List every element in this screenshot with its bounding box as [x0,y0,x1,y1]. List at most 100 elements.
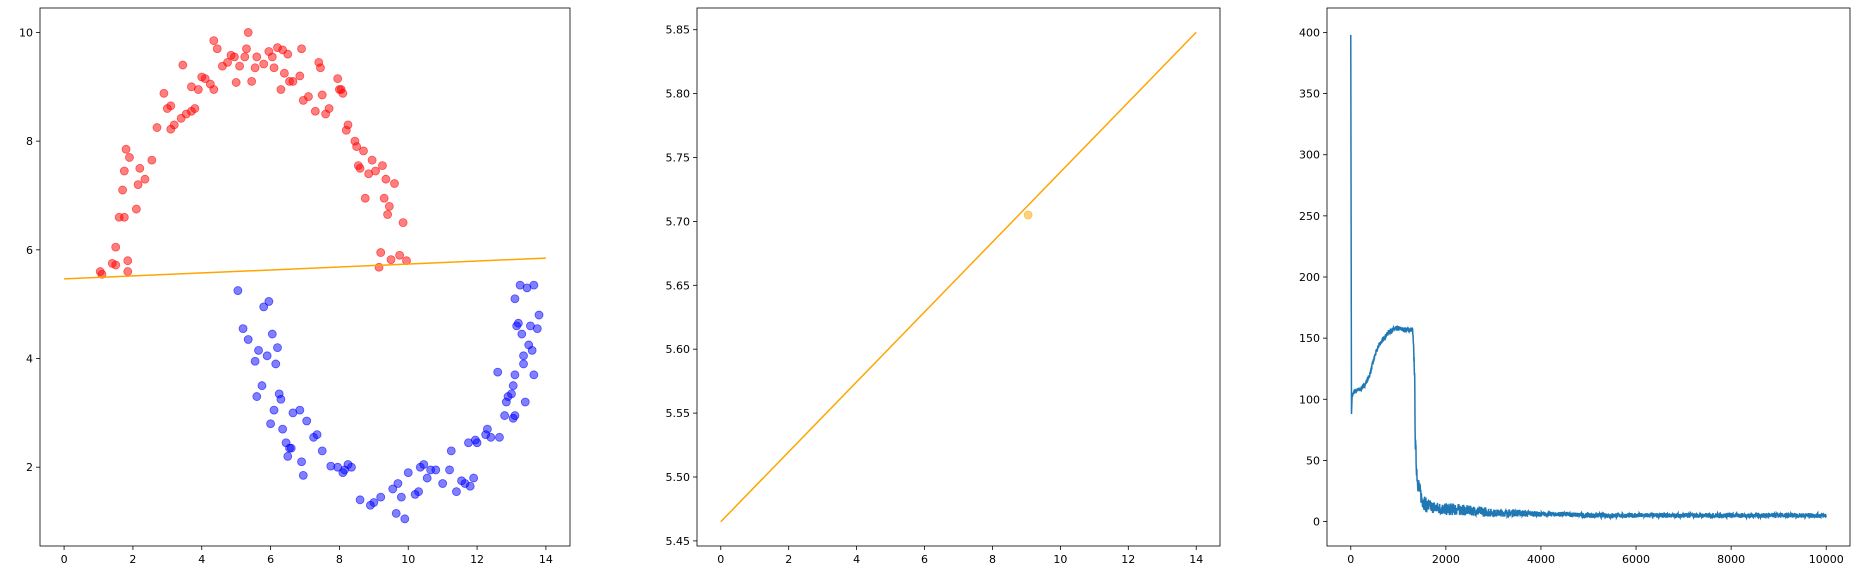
data-point [495,432,504,442]
data-point [446,446,456,456]
data-point [469,473,479,483]
x-tick-label: 2000 [1432,553,1460,566]
data-point [269,405,279,415]
data-point [123,267,133,276]
data-point [121,144,131,154]
data-point [252,52,262,62]
data-point [513,318,523,328]
data-point [223,57,232,67]
data-point [400,514,410,524]
data-point [483,424,492,434]
data-point [395,250,405,260]
data-point [510,370,520,380]
y-tick-label: 100 [1299,393,1320,406]
chart-line-orange: 0 2 4 6 8 10 12 14 5.45 5.50 5.55 5.60 5.65 5.70 5.75 5… [666,7,1221,566]
data-point [367,155,377,165]
data-point [360,193,370,203]
data-point [159,88,169,98]
y-tick-label: 300 [1299,149,1320,162]
data-point [532,324,542,334]
x-tick-label: 4000 [1527,553,1555,566]
data-point [243,335,253,344]
data-point [317,446,327,456]
data-point [383,210,392,219]
data-point [519,351,528,361]
data-point [276,394,286,404]
data-point [119,212,129,222]
data-point [135,163,145,173]
x-tick-label: 4 [198,553,205,566]
data-point [317,90,327,100]
data-point [242,44,251,54]
data-point [233,286,243,295]
data-point [131,204,141,214]
data-point [257,381,267,391]
data-point [264,297,274,306]
y-tick-label: 350 [1299,88,1320,101]
data-point [347,462,356,472]
data-point [297,44,306,54]
data-point [147,155,157,165]
data-point [262,351,272,361]
data-point [111,260,121,270]
data-point [269,63,279,73]
data-point [166,101,176,111]
y-tick-label: 5.75 [666,152,691,165]
x-tick-label: 8000 [1717,553,1745,566]
data-point [190,104,200,113]
data-point [374,262,384,272]
x-tick-label: 8 [989,553,996,566]
data-point [310,106,320,116]
data-point [324,104,334,113]
chart-loss-curve: 0 2000 4000 6000 8000 10000 0 50 100 150 200 250 300… [1299,7,1851,566]
data-point [369,498,379,507]
y-tick-label: 5.45 [666,535,691,548]
y-tick-label: 5.50 [666,471,691,484]
data-point [273,343,282,353]
data-point [529,280,539,290]
data-point [212,44,222,54]
data-point [231,78,241,87]
data-point [414,487,423,497]
data-point [259,302,269,312]
chart-scatter-moons: 0 2 4 6 8 10 12 14 2 4 6 8 10 [19,7,571,566]
data-point [276,85,286,94]
y-tick-label: 2 [26,461,33,474]
data-point [517,329,527,339]
data-point [312,430,322,439]
x-tick-label: 6 [267,553,274,566]
data-point [247,76,257,86]
x-tick-label: 10 [1053,553,1067,566]
data-point [422,473,432,483]
y-tick-label: 6 [26,244,33,257]
data-point [355,495,365,505]
data-point [111,242,121,252]
data-point [371,166,380,176]
plot-area [64,28,546,524]
data-point [519,359,528,369]
data-point [338,88,348,98]
x-tick-label: 10000 [1809,553,1844,566]
x-tick-label: 14 [539,553,553,566]
plot-frame [1326,7,1851,547]
data-point [500,411,510,420]
data-point [118,185,127,195]
x-tick-label: 4 [853,553,860,566]
x-tick-label: 2 [785,553,792,566]
series-line [720,31,1197,523]
data-point [508,381,518,391]
data-point [259,59,269,69]
data-point [355,163,365,173]
data-point [97,269,107,279]
y-tick-label: 10 [19,26,33,39]
x-tick-label: 12 [1121,553,1135,566]
data-point [527,345,537,355]
y-tick-label: 400 [1299,26,1320,39]
plot-frame [39,7,571,547]
data-point [391,508,401,518]
plot-area [1350,34,1827,521]
data-point [209,36,219,46]
data-point [288,76,298,86]
data-point [510,294,520,304]
